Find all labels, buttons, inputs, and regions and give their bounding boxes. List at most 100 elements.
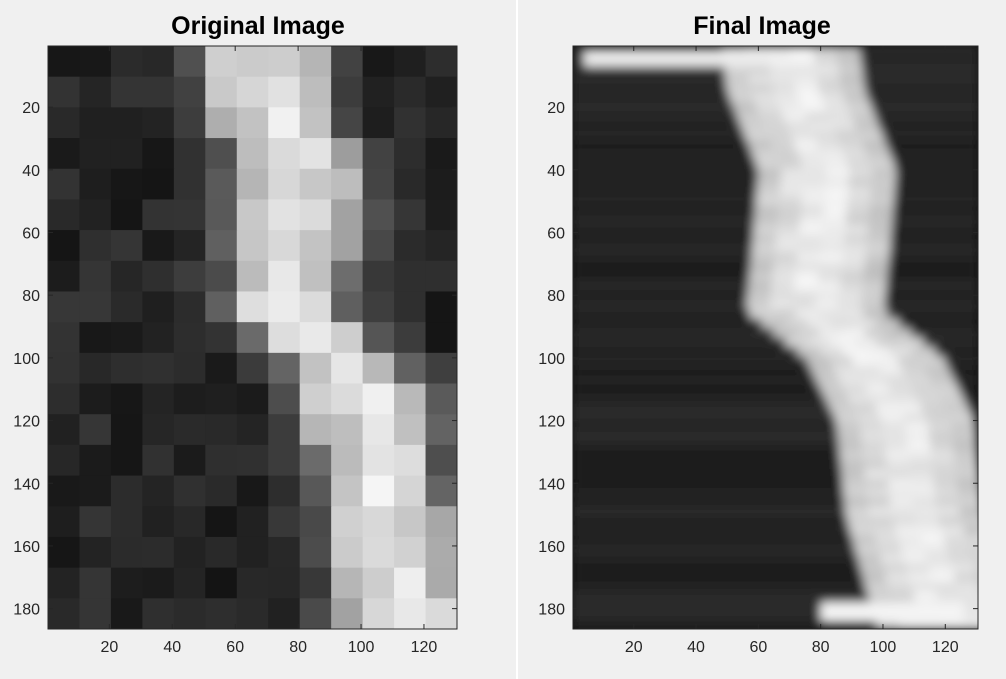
heatmap-strip xyxy=(834,365,858,376)
heatmap-strip xyxy=(936,506,961,517)
heatmap-strip xyxy=(959,591,978,602)
heatmap-strip xyxy=(818,309,843,320)
heatmap-strip xyxy=(817,271,842,282)
heatmap-strip xyxy=(952,440,977,452)
heatmap-strip xyxy=(838,290,863,301)
heatmap-cell xyxy=(299,567,332,599)
heatmap-cell xyxy=(236,475,269,507)
heatmap-strip xyxy=(905,422,930,433)
heatmap-cell xyxy=(142,199,175,231)
heatmap-strip xyxy=(816,140,841,151)
heatmap-strip xyxy=(906,431,930,442)
heatmap-strip xyxy=(803,168,828,179)
heatmap-cell xyxy=(205,598,238,629)
heatmap-strip xyxy=(990,620,1006,630)
heatmap-strip xyxy=(866,243,891,254)
heatmap-strip xyxy=(809,121,834,132)
heatmap-strip xyxy=(985,601,1006,611)
heatmap-strip xyxy=(805,111,830,123)
heatmap-cell xyxy=(425,352,457,385)
heatmap-strip xyxy=(813,130,837,141)
heatmap-cell xyxy=(205,199,238,231)
heatmap-strip xyxy=(902,365,927,376)
heatmap-strip xyxy=(868,215,893,226)
heatmap-cell xyxy=(173,322,206,354)
heatmap-strip xyxy=(936,591,961,602)
heatmap-strip xyxy=(890,506,915,517)
heatmap-strip xyxy=(839,74,864,85)
heatmap-strip xyxy=(803,177,827,188)
heatmap-strip xyxy=(843,93,868,104)
heatmap-strip xyxy=(842,328,866,339)
heatmap-cell xyxy=(425,199,457,231)
heatmap-strip xyxy=(913,506,938,517)
heatmap-strip xyxy=(974,563,978,574)
heatmap-strip xyxy=(749,83,774,94)
heatmap-strip xyxy=(780,177,804,188)
heatmap-cell xyxy=(173,76,206,108)
heatmap-strip xyxy=(772,309,797,320)
heatmap-strip xyxy=(888,581,912,593)
heatmap-cell xyxy=(331,475,364,507)
heatmap-strip xyxy=(882,422,907,433)
heatmap-strip xyxy=(820,384,845,395)
heatmap-strip xyxy=(885,572,910,583)
heatmap-strip xyxy=(737,111,761,123)
heatmap-strip xyxy=(855,544,879,555)
heatmap-cell xyxy=(110,168,143,201)
heatmap-cell xyxy=(268,107,301,139)
heatmap-cell xyxy=(394,138,427,170)
heatmap-strip xyxy=(928,563,953,574)
heatmap-cell xyxy=(268,138,301,170)
heatmap-cell xyxy=(394,322,427,354)
heatmap-cell xyxy=(331,506,364,538)
heatmap-cell xyxy=(205,383,238,415)
heatmap-strip xyxy=(775,93,800,104)
heatmap-strip xyxy=(921,534,945,546)
heatmap-cell xyxy=(142,444,175,477)
heatmap-strip xyxy=(971,553,978,564)
heatmap-cell xyxy=(48,475,81,507)
heatmap-cell xyxy=(110,506,143,538)
heatmap-cell xyxy=(110,352,143,385)
heatmap-strip xyxy=(786,121,811,132)
heatmap-cell xyxy=(236,352,269,385)
heatmap-strip xyxy=(837,299,862,311)
heatmap-strip xyxy=(875,356,899,367)
heatmap-cell xyxy=(268,322,301,354)
heatmap-cell xyxy=(331,168,364,201)
heatmap-strip xyxy=(757,177,782,188)
heatmap-cell xyxy=(142,230,175,262)
heatmap-strip xyxy=(946,544,971,555)
heatmap-strip xyxy=(760,111,784,123)
heatmap-cell xyxy=(236,598,269,629)
heatmap-strip xyxy=(841,83,865,94)
heatmap-strip xyxy=(861,375,886,386)
heatmap-strip xyxy=(839,140,864,151)
heatmap-strip xyxy=(834,412,859,423)
heatmap-strip xyxy=(952,431,976,442)
heatmap-strip xyxy=(843,487,868,499)
heatmap-cell xyxy=(205,138,238,170)
heatmap-strip xyxy=(858,130,883,141)
y-tick-label: 80 xyxy=(22,288,40,305)
heatmap-strip xyxy=(930,375,954,386)
heatmap-strip xyxy=(863,271,888,282)
heatmap-cell xyxy=(331,138,364,170)
y-tick-label: 160 xyxy=(538,539,565,556)
heatmap-strip xyxy=(838,375,863,386)
heatmap-strip xyxy=(929,431,953,442)
heatmap-strip xyxy=(853,337,878,348)
heatmap-strip xyxy=(774,149,799,160)
heatmap-strip xyxy=(756,187,781,198)
heatmap-cell xyxy=(236,383,269,415)
heatmap-strip xyxy=(931,450,955,461)
heatmap-cell xyxy=(331,536,364,569)
heatmap-cell xyxy=(48,230,81,262)
heatmap-strip xyxy=(802,187,826,198)
heatmap-cell xyxy=(425,260,457,293)
heatmap-cell xyxy=(299,199,332,231)
heatmap-cell xyxy=(142,567,175,599)
heatmap-strip xyxy=(949,553,973,564)
heatmap-strip xyxy=(911,478,935,489)
